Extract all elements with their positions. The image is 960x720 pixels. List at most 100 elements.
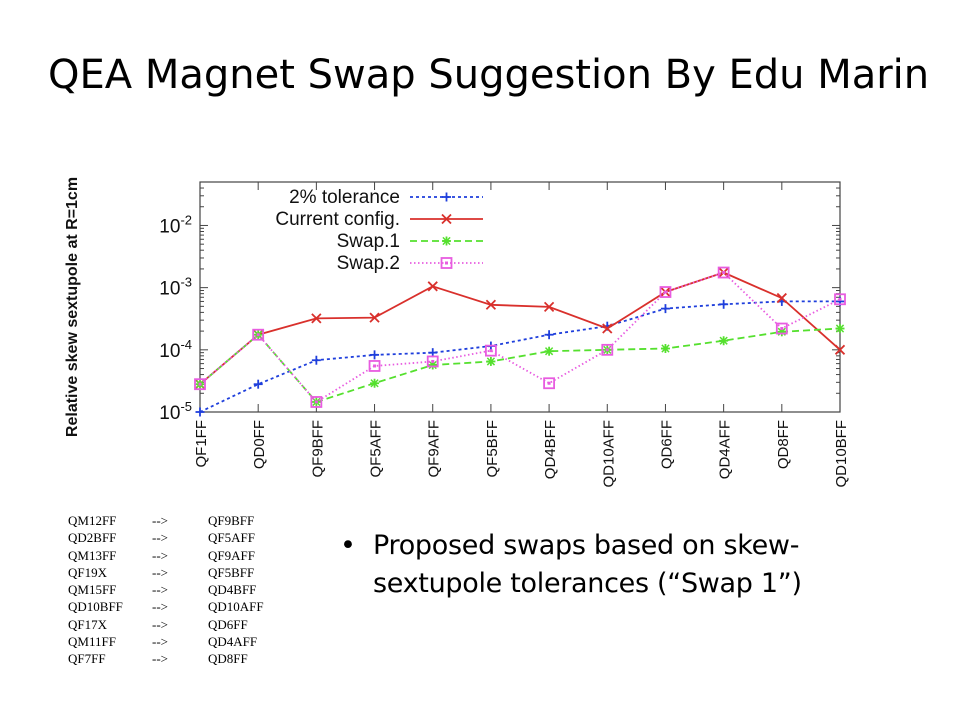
marker-stroke [431, 359, 435, 363]
data-point [311, 313, 322, 324]
data-point [486, 356, 496, 366]
data-point [544, 330, 554, 340]
swap-to: QD10AFF [208, 599, 264, 615]
marker-stroke [543, 301, 555, 313]
x-tick-label: QD4BFF [542, 420, 559, 479]
marker-stroke [428, 360, 437, 370]
swap-arrow: --> [152, 616, 168, 632]
series-line [199, 327, 841, 404]
swap-arrow: --> [152, 564, 168, 580]
marker-stroke [722, 271, 726, 275]
swap-to: QF5BFF [208, 564, 255, 580]
swap-to: QF9BFF [208, 513, 255, 528]
swap-from: QM11FF [68, 634, 116, 650]
data-point [311, 355, 321, 365]
marker-stroke [486, 357, 496, 366]
swap-arrow: --> [152, 651, 168, 667]
marker-stroke [663, 290, 667, 294]
marker-stroke [427, 281, 438, 292]
legend-swatch-marker [442, 192, 451, 202]
marker-stroke [441, 213, 452, 225]
swap-table: QM12FF --> QF9BFF QD2BFF --> QF5AFF QM13FF --> Q… [68, 512, 264, 668]
y-axis-label: Relative skew sextupole at R=1cm [64, 177, 81, 437]
x-tick-label: QD4AFF [717, 420, 734, 479]
data-point [835, 324, 845, 334]
data-point [834, 344, 846, 355]
marker-stroke [252, 328, 265, 341]
swap-row: QM12FF --> QF9BFF [68, 512, 264, 529]
bullet-text: Proposed swaps based on skew-sextupole t… [373, 530, 802, 599]
data-point [543, 377, 555, 390]
marker-stroke [198, 382, 202, 386]
swap-row: QM15FF --> QD4BFF [68, 581, 264, 598]
swap-from: QD10BFF [68, 599, 123, 615]
swap-row: QF7FF --> QD8FF [68, 650, 264, 667]
swap-row: QF17X --> QD6FF [68, 616, 264, 633]
marker-stroke [605, 348, 609, 352]
legend-label: Swap.2 [337, 253, 400, 274]
data-point [719, 299, 729, 309]
legend-label: 2% tolerance [289, 187, 400, 208]
data-point [252, 328, 265, 341]
swap-to: QD6FF [208, 616, 248, 632]
x-tick-label: QF9BFF [309, 420, 326, 478]
chart-svg: Relative skew sextupole at R=1cm 10-510-4… [64, 177, 850, 488]
swap-row: QD2BFF --> QF5AFF [68, 529, 264, 546]
legend-swatch-marker [440, 257, 453, 269]
data-point [601, 343, 614, 356]
marker-stroke [445, 261, 448, 265]
data-point [775, 322, 788, 335]
marker-stroke [717, 266, 730, 279]
y-tick-mantissa: 10 [159, 279, 180, 300]
swap-arrow: --> [152, 530, 168, 546]
x-tick-label: QD10BFF [833, 420, 850, 488]
swap-to: QD4BFF [208, 582, 257, 598]
data-point [427, 281, 438, 292]
swap-from: QF19X [68, 564, 108, 580]
data-point [485, 299, 497, 310]
marker-stroke [661, 344, 670, 353]
marker-stroke [485, 299, 497, 310]
legend-swatch-marker [441, 213, 452, 225]
swap-to: QF9AFF [208, 547, 255, 563]
y-tick-label: 10-3 [159, 275, 192, 300]
marker-stroke [776, 292, 787, 304]
swap-arrow: --> [152, 513, 168, 528]
data-point [194, 378, 206, 391]
marker-stroke [256, 333, 260, 337]
y-tick-exponent: -5 [180, 399, 192, 414]
marker-stroke [547, 381, 551, 385]
x-tick-label: QF9AFF [426, 420, 443, 478]
marker-stroke [369, 312, 380, 323]
data-point [543, 301, 555, 313]
marker-stroke [440, 257, 453, 269]
y-tick-mantissa: 10 [159, 216, 180, 237]
data-point [195, 407, 205, 417]
swap-from: QM12FF [68, 513, 117, 528]
marker-stroke [780, 327, 784, 331]
x-tick-label: QF5AFF [368, 420, 385, 478]
marker-stroke [602, 323, 613, 334]
y-tick-label: 10-5 [159, 399, 192, 424]
data-point [369, 312, 380, 323]
swap-arrow: --> [152, 599, 168, 615]
data-point [253, 379, 263, 389]
data-point [426, 355, 439, 368]
x-tick-label: QD0FF [251, 420, 268, 469]
marker-stroke [834, 344, 846, 355]
swap-from: QM15FF [68, 582, 117, 598]
data-point [659, 286, 672, 298]
data-point [370, 350, 380, 360]
x-tick-label: QD6FF [658, 420, 675, 469]
data-point [834, 293, 846, 306]
swap-to: QD4AFF [208, 634, 258, 650]
marker-stroke [834, 293, 846, 306]
marker-stroke [368, 360, 381, 372]
legend-label: Swap.1 [337, 231, 400, 252]
marker-stroke [485, 344, 497, 357]
swap-arrow: --> [152, 582, 168, 598]
swap-row: QM13FF --> QF9AFF [68, 547, 264, 564]
x-tick-label: QD8FF [775, 420, 792, 469]
marker-stroke [835, 324, 845, 333]
x-tick-label: QF1FF [193, 420, 210, 468]
